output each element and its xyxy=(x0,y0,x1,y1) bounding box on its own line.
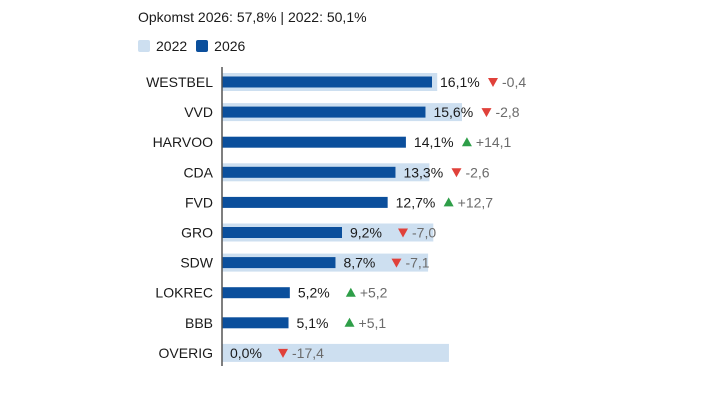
bar-2022-overig xyxy=(222,343,449,362)
change-label-harvoo: +14,1 xyxy=(476,134,512,150)
value-label-bbb: 5,1% xyxy=(297,315,329,331)
value-label-cda: 13,3% xyxy=(403,164,443,180)
turnout-summary: Opkomst 2026: 57,8% | 2022: 50,1% xyxy=(138,9,367,25)
change-down-icon-sdw xyxy=(391,258,402,268)
legend-item-2022: 2022 xyxy=(138,38,187,54)
value-label-vvd: 15,6% xyxy=(433,104,473,120)
value-label-lokrec: 5,2% xyxy=(298,285,330,301)
category-label-westbel: WESTBEL xyxy=(146,74,213,90)
change-up-icon-bbb xyxy=(344,317,355,327)
category-label-lokrec: LOKREC xyxy=(155,285,213,301)
legend-item-2026: 2026 xyxy=(196,38,245,54)
category-label-vvd: VVD xyxy=(184,104,213,120)
category-label-fvd: FVD xyxy=(185,194,213,210)
legend-swatch-2022 xyxy=(138,40,150,52)
category-label-cda: CDA xyxy=(183,164,213,180)
change-label-overig: -17,4 xyxy=(292,345,324,361)
value-label-fvd: 12,7% xyxy=(396,194,436,210)
change-label-cda: -2,6 xyxy=(465,164,489,180)
change-label-lokrec: +5,2 xyxy=(360,285,388,301)
bar-2026-westbel xyxy=(222,76,432,88)
legend-label-2026: 2026 xyxy=(214,38,246,54)
category-label-sdw: SDW xyxy=(180,255,213,271)
bar-2026-sdw xyxy=(222,257,336,269)
value-label-harvoo: 14,1% xyxy=(414,134,454,150)
change-down-icon-overig xyxy=(278,348,288,358)
bar-2026-vvd xyxy=(222,106,426,118)
category-label-bbb: BBB xyxy=(185,315,213,331)
change-label-vvd: -2,8 xyxy=(495,104,519,120)
category-label-gro: GRO xyxy=(181,225,213,241)
change-label-bbb: +5,1 xyxy=(359,315,387,331)
value-label-gro: 9,2% xyxy=(350,225,382,241)
bar-2026-lokrec xyxy=(222,287,290,299)
change-label-fvd: +12,7 xyxy=(458,194,494,210)
change-down-icon-gro xyxy=(398,228,408,238)
change-up-icon-fvd xyxy=(443,197,454,207)
category-label-overig: OVERIG xyxy=(159,345,213,361)
change-label-westbel: -0,4 xyxy=(502,74,526,90)
value-label-westbel: 16,1% xyxy=(440,74,480,90)
change-down-icon-vvd xyxy=(481,108,492,118)
legend-swatch-2026 xyxy=(196,40,209,52)
value-label-overig: 0,0% xyxy=(230,345,262,361)
bar-2026-bbb xyxy=(222,317,289,329)
legend-label-2022: 2022 xyxy=(156,38,188,54)
value-label-sdw: 8,7% xyxy=(343,255,375,271)
change-down-icon-westbel xyxy=(488,78,498,87)
category-label-harvoo: HARVOO xyxy=(153,134,214,150)
bar-2026-cda xyxy=(222,166,396,178)
bar-2026-harvoo xyxy=(222,136,406,148)
legend: 2022 2026 xyxy=(138,38,254,54)
change-label-sdw: -7,1 xyxy=(405,255,429,271)
change-down-icon-cda xyxy=(451,168,462,178)
change-up-icon-harvoo xyxy=(461,137,472,147)
bar-2026-fvd xyxy=(222,196,388,208)
bar-2026-gro xyxy=(222,227,342,238)
change-label-gro: -7,0 xyxy=(412,225,436,241)
change-up-icon-lokrec xyxy=(345,287,356,297)
